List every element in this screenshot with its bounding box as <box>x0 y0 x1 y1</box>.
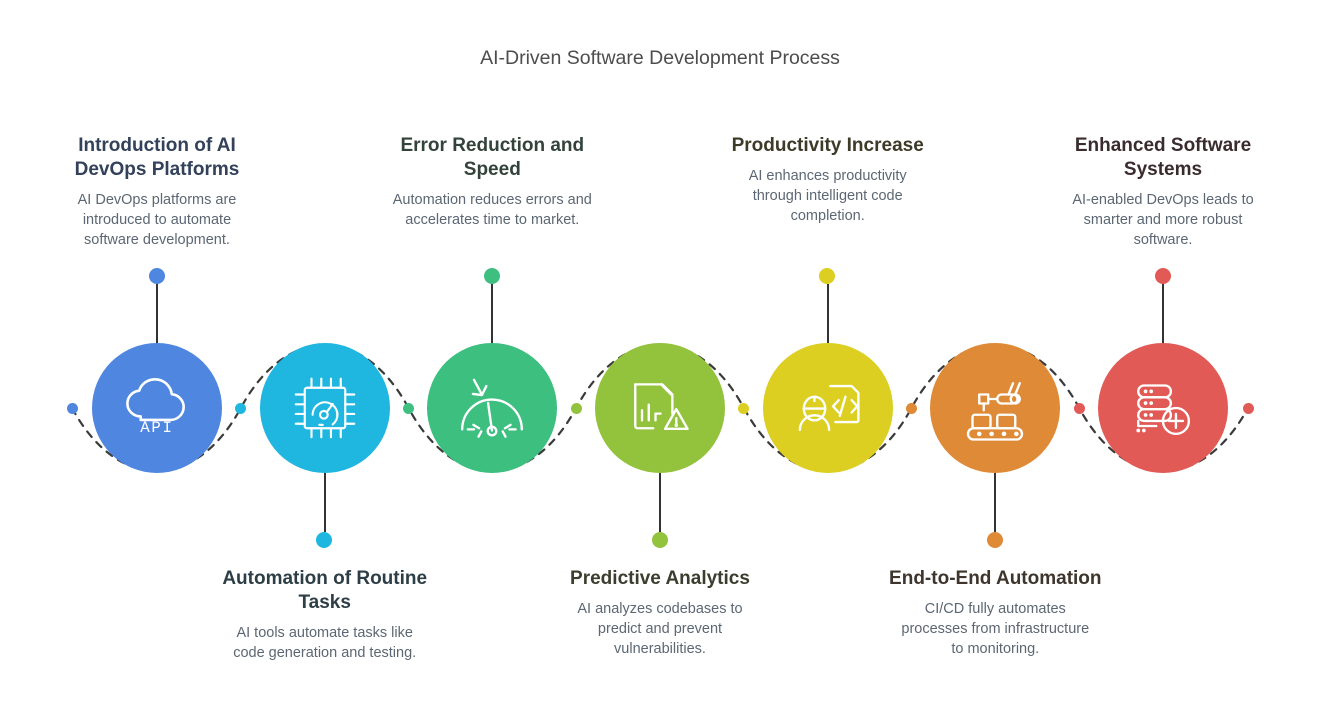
svg-text:API: API <box>140 419 173 437</box>
